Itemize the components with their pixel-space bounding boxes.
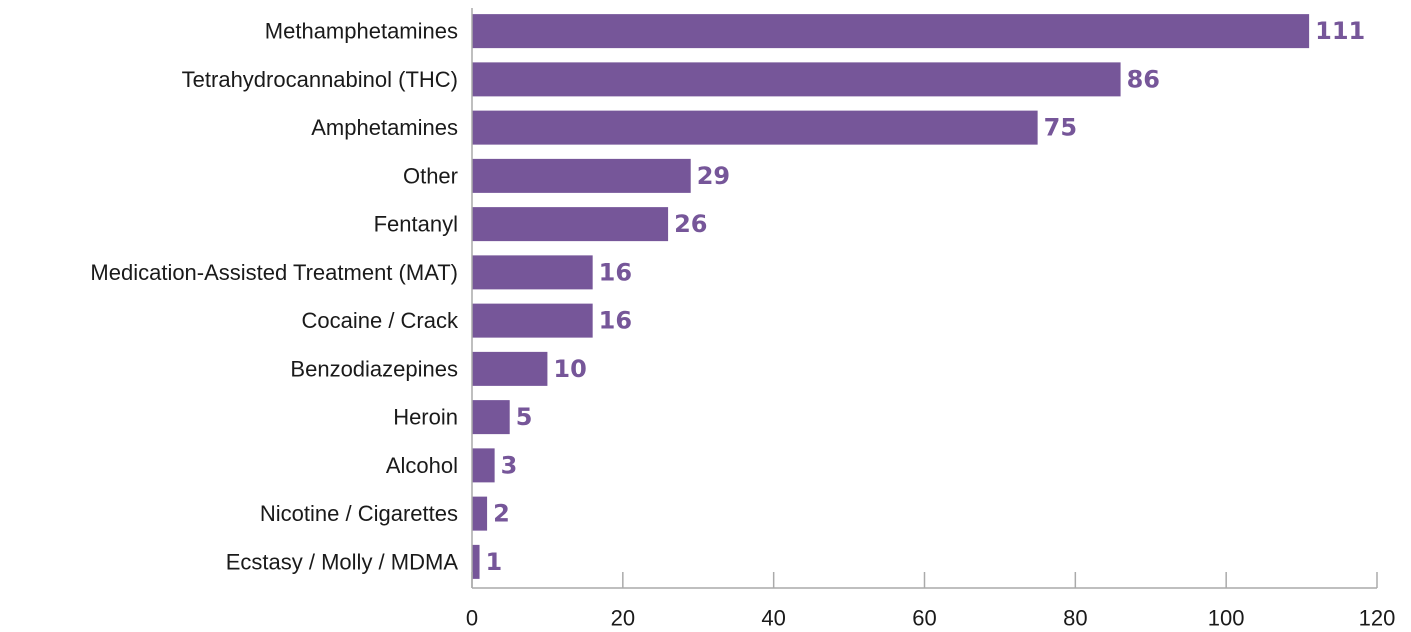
data-label-9: 3 (501, 451, 518, 479)
x-tick-label-2: 40 (761, 606, 785, 631)
data-label-8: 5 (516, 403, 533, 431)
x-tick-label-1: 20 (611, 606, 635, 631)
bars-group (472, 14, 1310, 579)
category-label-0: Methamphetamines (265, 19, 458, 44)
data-label-6: 16 (599, 307, 632, 335)
x-tick-label-5: 100 (1208, 606, 1245, 631)
data-label-5: 16 (599, 258, 632, 286)
data-label-1: 86 (1127, 65, 1160, 93)
bar-4 (472, 207, 669, 242)
bar-1 (472, 62, 1121, 97)
bar-3 (472, 158, 691, 193)
data-label-11: 1 (486, 548, 503, 576)
category-label-1: Tetrahydrocannabinol (THC) (182, 67, 458, 92)
category-label-2: Amphetamines (311, 115, 458, 140)
bar-0 (472, 14, 1310, 49)
bar-8 (472, 400, 510, 435)
data-label-0: 111 (1315, 17, 1365, 45)
x-tick-label-0: 0 (466, 606, 478, 631)
bar-11 (472, 544, 480, 579)
category-label-11: Ecstasy / Molly / MDMA (226, 549, 459, 574)
bar-10 (472, 496, 488, 531)
category-label-7: Benzodiazepines (290, 356, 458, 381)
data-label-10: 2 (493, 500, 510, 528)
x-tick-label-6: 120 (1359, 606, 1396, 631)
category-labels: Methamphetamines Tetrahydrocannabinol (TH… (90, 19, 459, 575)
data-label-2: 75 (1044, 114, 1077, 142)
category-label-8: Heroin (393, 405, 458, 430)
category-label-9: Alcohol (386, 453, 458, 478)
category-label-4: Fentanyl (374, 212, 458, 237)
data-label-4: 26 (674, 210, 707, 238)
bar-6 (472, 303, 593, 338)
category-label-5: Medication-Assisted Treatment (MAT) (90, 260, 458, 285)
category-label-10: Nicotine / Cigarettes (260, 501, 458, 526)
x-tick-label-3: 60 (912, 606, 936, 631)
x-tick-label-4: 80 (1063, 606, 1087, 631)
data-labels: 111 86 75 29 26 16 16 10 5 3 2 1 (486, 17, 1366, 576)
bar-2 (472, 110, 1038, 145)
category-label-3: Other (403, 163, 458, 188)
bar-9 (472, 448, 495, 483)
x-axis: 0 20 40 60 80 100 120 (466, 8, 1395, 631)
data-label-7: 10 (553, 355, 586, 383)
category-label-6: Cocaine / Crack (301, 308, 459, 333)
data-label-3: 29 (697, 162, 730, 190)
bar-5 (472, 255, 593, 290)
bar-7 (472, 351, 548, 386)
